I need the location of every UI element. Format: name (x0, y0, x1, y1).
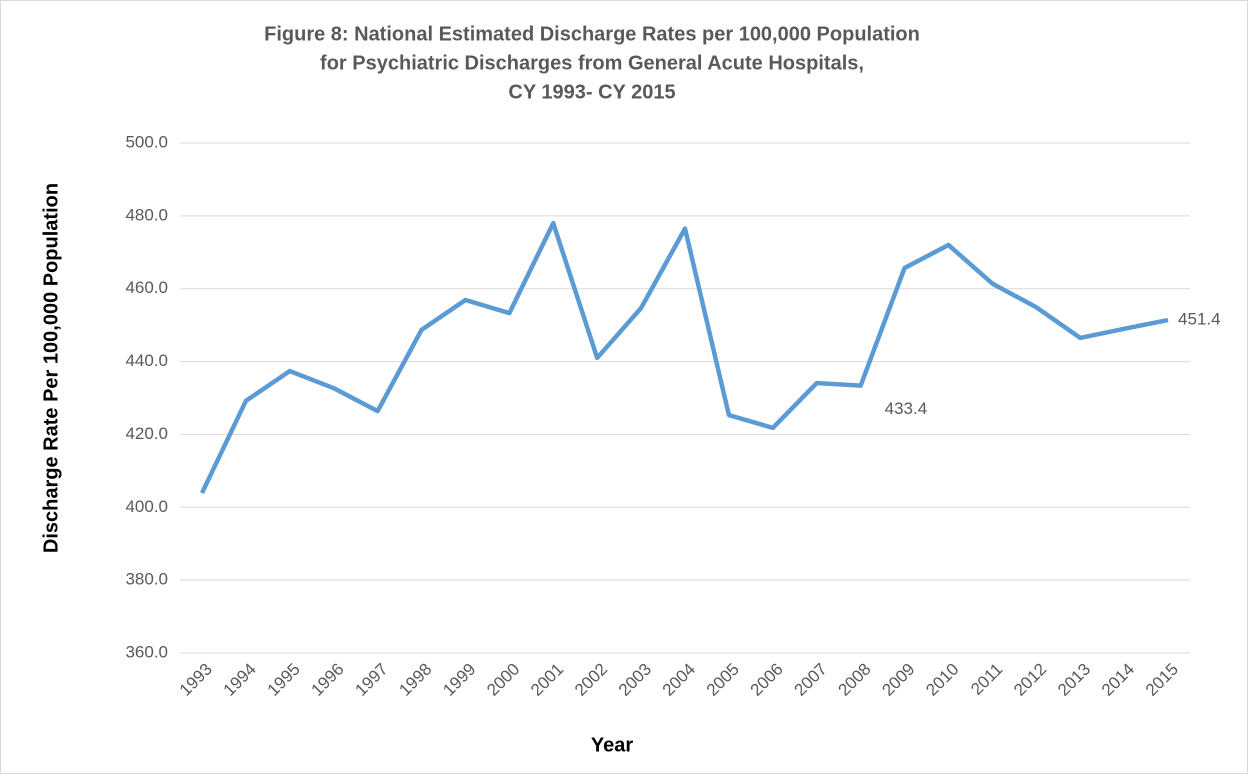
chart-title: Figure 8: National Estimated Discharge R… (264, 23, 920, 45)
y-axis-title: Discharge Rate Per 100,000 Population (40, 183, 62, 553)
y-tick-label: 480.0 (125, 205, 168, 224)
chart-title: for Psychiatric Discharges from General … (320, 52, 864, 74)
data-label: 451.4 (1178, 310, 1221, 329)
y-tick-label: 380.0 (125, 570, 168, 589)
data-label: 433.4 (885, 399, 928, 418)
chart-title: CY 1993- CY 2015 (508, 81, 675, 103)
y-tick-label: 500.0 (125, 132, 168, 151)
y-tick-label: 460.0 (125, 278, 168, 297)
y-tick-label: 360.0 (125, 642, 168, 661)
x-axis-title: Year (591, 734, 633, 756)
y-tick-label: 400.0 (125, 497, 168, 516)
y-tick-label: 420.0 (125, 424, 168, 443)
y-tick-label: 440.0 (125, 351, 168, 370)
line-series (199, 220, 1169, 495)
